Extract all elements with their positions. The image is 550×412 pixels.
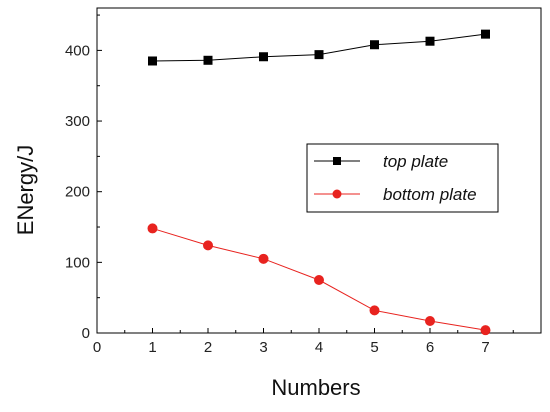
y-tick-label: 300 — [65, 113, 90, 130]
data-point-top-plate — [370, 40, 379, 50]
data-point-bottom-plate — [369, 305, 380, 316]
data-point-bottom-plate — [203, 240, 213, 251]
data-point-top-plate — [425, 36, 435, 46]
legend-label-bottom-plate: bottom plate — [383, 185, 477, 204]
data-point-top-plate — [314, 50, 324, 60]
x-tick-label: 3 — [259, 339, 267, 356]
y-tick-label: 400 — [65, 42, 90, 59]
data-point-bottom-plate — [147, 223, 158, 234]
x-tick-label: 4 — [315, 339, 323, 356]
x-tick-label: 5 — [370, 339, 378, 356]
data-point-top-plate — [203, 55, 213, 65]
x-tick-label: 1 — [148, 339, 156, 356]
legend: top plate bottom plate — [306, 143, 499, 213]
legend-marker-bottom-plate — [332, 189, 342, 199]
x-tick-label: 2 — [204, 339, 212, 356]
legend-label-top-plate: top plate — [383, 152, 448, 171]
y-axis-title: ENergy/J — [13, 145, 38, 235]
x-axis-title: Numbers — [271, 375, 360, 400]
x-tick-label: 0 — [93, 339, 101, 356]
legend-box — [306, 143, 499, 213]
x-tick-label: 6 — [426, 339, 434, 356]
x-tick-label: 7 — [481, 339, 489, 356]
data-point-bottom-plate — [480, 325, 491, 336]
y-tick-label: 0 — [82, 325, 90, 342]
data-point-bottom-plate — [314, 275, 324, 286]
series-layer — [147, 29, 491, 336]
data-point-top-plate — [259, 52, 268, 62]
y-tick-label: 200 — [65, 184, 90, 201]
data-point-top-plate — [148, 56, 157, 66]
legend-marker-top-plate — [333, 157, 341, 165]
y-tick-label: 100 — [65, 254, 90, 271]
data-point-bottom-plate — [258, 253, 269, 264]
data-point-bottom-plate — [425, 315, 435, 326]
data-point-top-plate — [481, 29, 490, 39]
ticks: 0 1 2 3 4 5 6 7 0 100 200 300 400 — [65, 14, 514, 356]
